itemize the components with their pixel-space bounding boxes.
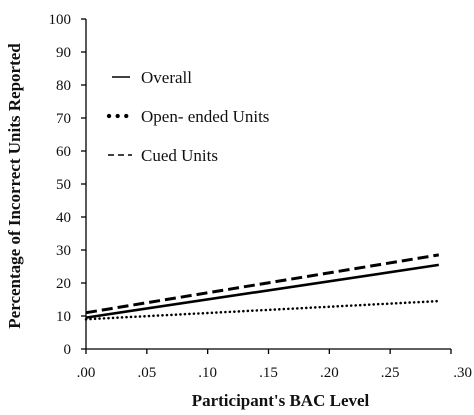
series-line-dotted — [84, 299, 441, 321]
y-tick-label: 50 — [56, 177, 71, 193]
y-tick-label: 70 — [56, 111, 71, 127]
x-tick-label: .20 — [320, 365, 339, 381]
x-axis-ticks: .00 .05 .10 .15 .20 .25 .30 — [77, 349, 472, 381]
y-tick-label: 30 — [56, 243, 71, 259]
legend-label: Open- ended Units — [141, 107, 269, 126]
x-tick-label: .00 — [77, 365, 96, 381]
y-tick-label: 40 — [56, 210, 71, 226]
y-tick-label: 60 — [56, 144, 71, 160]
y-tick-label: 10 — [56, 309, 71, 325]
y-tick-label: 100 — [49, 12, 72, 28]
y-axis-ticks: 0 10 20 30 40 50 60 70 80 90 100 — [49, 12, 86, 358]
y-tick-label: 80 — [56, 78, 71, 94]
x-tick-label: .25 — [381, 365, 400, 381]
y-tick-label: 0 — [64, 342, 72, 358]
x-tick-label: .10 — [198, 365, 217, 381]
y-axis-title: Percentage of Incorrect Units Reported — [5, 43, 24, 329]
legend-label: Overall — [141, 68, 192, 87]
y-tick-label: 90 — [56, 45, 71, 61]
series-line-dashed — [85, 253, 440, 315]
x-axis-title: Participant's BAC Level — [192, 391, 370, 410]
x-tick-label: .30 — [453, 365, 472, 381]
legend: Overall Open- ended Units Cued Units — [106, 68, 269, 165]
series-line-solid — [85, 263, 439, 319]
series-lines — [84, 253, 441, 321]
x-tick-label: .05 — [137, 365, 156, 381]
x-tick-label: .15 — [259, 365, 278, 381]
legend-label: Cued Units — [141, 146, 218, 165]
y-tick-label: 20 — [56, 276, 71, 292]
